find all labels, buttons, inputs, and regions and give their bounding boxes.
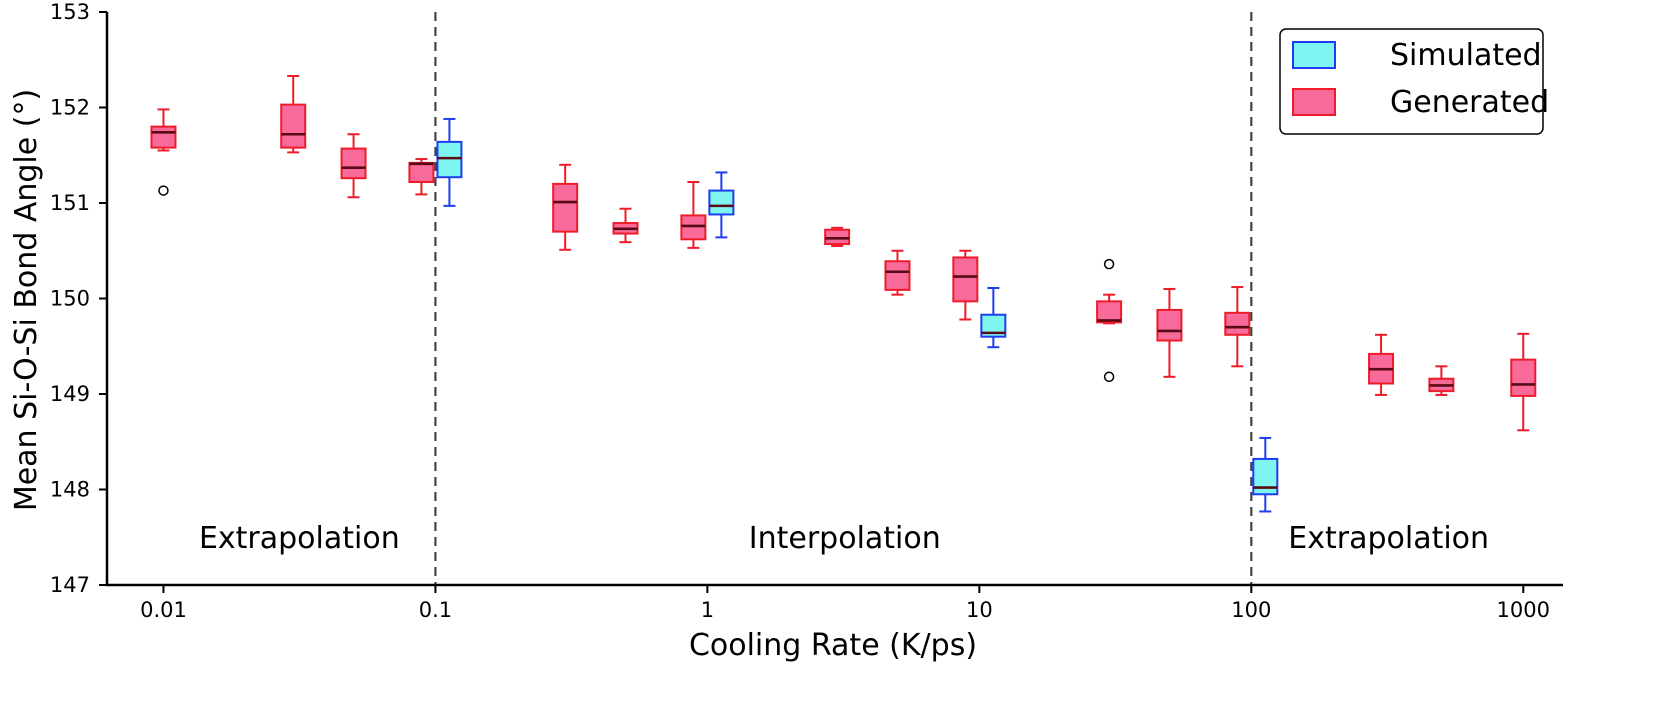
generated-box (1510, 332, 1537, 432)
x-tick-label: 100 (1231, 598, 1271, 622)
outlier-point (1103, 371, 1115, 383)
y-tick-label: 148 (50, 478, 90, 502)
outlier-point (1103, 258, 1115, 270)
y-tick-label: 151 (50, 191, 90, 215)
generated-box (1428, 365, 1455, 396)
simulated-box (436, 117, 463, 207)
generated-box (1156, 287, 1183, 378)
iqr-box (1096, 300, 1123, 324)
iqr-box (980, 313, 1007, 338)
reference-lines (434, 12, 1253, 585)
generated-box (952, 249, 979, 321)
iqr-box (436, 140, 463, 179)
generated-box (1096, 258, 1123, 383)
labels: Cooling Rate (K/ps) Mean Si-O-Si Bond An… (9, 89, 1489, 663)
iqr-box (708, 189, 735, 216)
legend-frame (1279, 28, 1544, 135)
y-tick-label: 153 (50, 0, 90, 24)
iqr-box (408, 161, 435, 183)
x-tick-label: 0.1 (419, 598, 452, 622)
generated-box (1368, 333, 1395, 396)
iqr-box (1252, 457, 1279, 496)
generated-box (680, 180, 707, 249)
simulated-box (980, 286, 1007, 349)
x-tick-label: 1000 (1497, 598, 1550, 622)
legend-label-simulated: Simulated (1390, 38, 1542, 73)
generated-box (280, 74, 307, 154)
iqr-box (1156, 308, 1183, 342)
simulated-box (1252, 436, 1279, 513)
legend-swatch-simulated (1292, 41, 1336, 69)
outlier-point (158, 185, 169, 196)
generated-box (612, 207, 639, 244)
generated-box (552, 163, 579, 251)
iqr-box (952, 256, 979, 303)
legend-swatch-generated (1292, 88, 1336, 116)
plot-area (150, 74, 1537, 513)
legend: Simulated Generated (1279, 28, 1549, 135)
iqr-box (552, 182, 579, 233)
iqr-box (1510, 358, 1537, 397)
x-tick-label: 0.01 (140, 598, 187, 622)
y-axis-title: Mean Si-O-Si Bond Angle (°) (9, 89, 44, 511)
iqr-box (1224, 311, 1251, 336)
y-tick-label: 152 (50, 96, 90, 120)
iqr-box (680, 214, 707, 241)
x-tick-label: 1 (701, 598, 714, 622)
simulated-box (708, 171, 735, 239)
generated-box (150, 108, 177, 196)
generated-box (340, 133, 367, 199)
y-tick-label: 150 (50, 287, 90, 311)
iqr-box (340, 147, 367, 180)
y-tick-label: 147 (50, 573, 90, 597)
y-tick-label: 149 (50, 382, 90, 406)
x-tick-label: 10 (966, 598, 993, 622)
axes: 147 148 149 150 151 152 153 0.01 0.1 1 10 100 1000 (50, 0, 1563, 622)
iqr-box (150, 125, 177, 149)
x-axis-title: Cooling Rate (K/ps) (689, 628, 977, 663)
region-label-interpolation: Interpolation (749, 521, 941, 556)
generated-box (408, 158, 435, 196)
iqr-box (280, 103, 307, 149)
generated-box (1224, 286, 1251, 368)
iqr-box (884, 260, 911, 291)
region-label-extrapolation: Extrapolation (1288, 521, 1489, 556)
iqr-box (824, 228, 851, 246)
legend-label-generated: Generated (1390, 85, 1549, 120)
region-label-extrapolation: Extrapolation (199, 521, 400, 556)
generated-box (884, 249, 911, 296)
generated-box (824, 226, 851, 247)
